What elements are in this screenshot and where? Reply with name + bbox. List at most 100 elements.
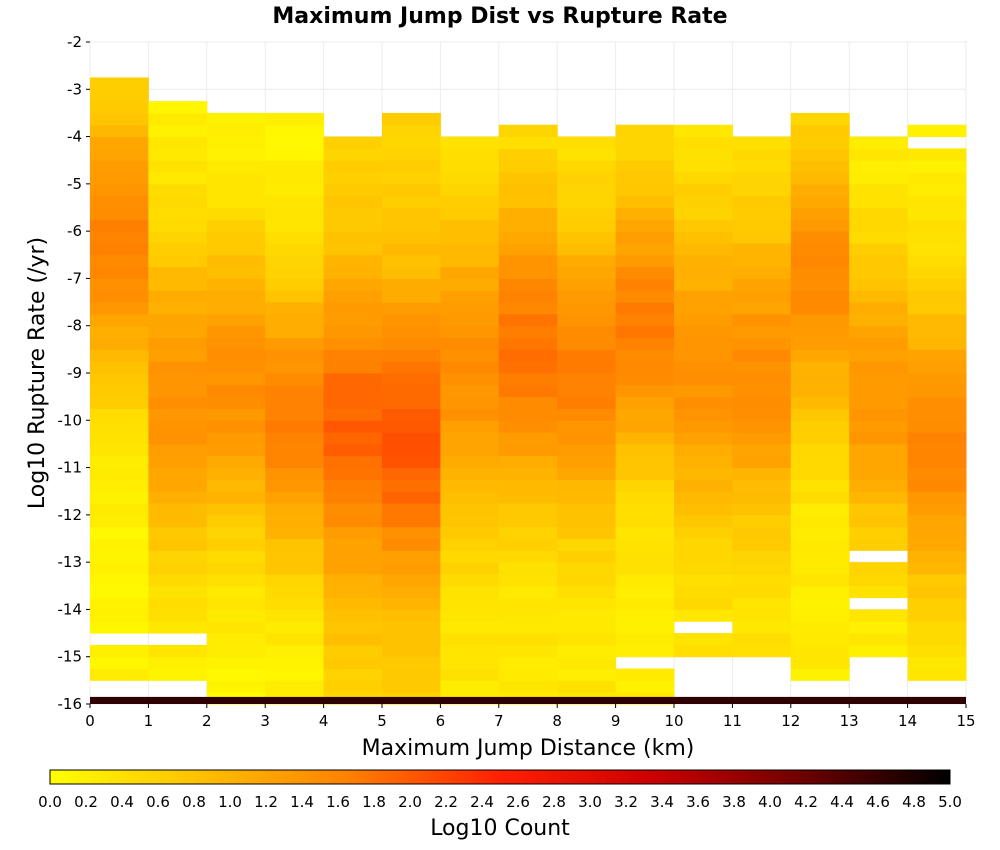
heatmap-cell — [674, 597, 733, 610]
heatmap-cell — [323, 408, 383, 421]
heatmap-cell — [206, 160, 266, 173]
heatmap-cell — [382, 396, 441, 409]
heatmap-cell — [382, 609, 441, 622]
heatmap-cell — [90, 526, 149, 539]
heatmap-cell — [790, 302, 850, 315]
heatmap-cell — [90, 325, 149, 339]
heatmap-cell — [90, 609, 149, 622]
heatmap-cell — [382, 656, 441, 670]
heatmap-cell — [849, 514, 909, 528]
heatmap-cell — [557, 361, 617, 374]
colorbar-tick-label: 1.2 — [254, 793, 278, 811]
heatmap-cell — [907, 313, 967, 327]
heatmap-cell — [732, 443, 792, 457]
heatmap-cell — [674, 491, 733, 504]
heatmap-cell — [382, 680, 441, 693]
heatmap-cell — [206, 633, 266, 646]
heatmap-cell — [907, 148, 967, 161]
heatmap-cell — [382, 550, 441, 563]
colorbar-tick-label: 2.4 — [470, 793, 494, 811]
heatmap-cell — [148, 514, 208, 528]
x-tick-label: 6 — [436, 712, 446, 730]
heatmap-cell — [148, 597, 208, 610]
heatmap-cell — [615, 325, 675, 339]
heatmap-cell — [849, 136, 909, 149]
heatmap-cell — [790, 384, 850, 398]
heatmap-cell — [265, 278, 325, 291]
heatmap-cell — [498, 514, 558, 528]
heatmap-cell — [557, 136, 617, 149]
heatmap-cell — [674, 361, 733, 374]
heatmap-cell — [440, 585, 500, 599]
heatmap-cell — [790, 231, 850, 244]
heatmap-cell — [265, 337, 325, 350]
heatmap-cell — [498, 302, 558, 315]
heatmap-cell — [148, 160, 208, 173]
heatmap-cell — [674, 160, 733, 173]
heatmap-cell — [382, 266, 441, 279]
heatmap-cell — [557, 609, 617, 622]
heatmap-cell — [498, 597, 558, 610]
heatmap-cell — [557, 278, 617, 291]
heatmap-cell — [206, 172, 266, 185]
heatmap-cell — [148, 443, 208, 457]
colorbar-tick-label: 0.8 — [182, 793, 206, 811]
heatmap-cell — [907, 420, 967, 433]
heatmap-cell — [790, 373, 850, 386]
heatmap-cell — [148, 219, 208, 232]
heatmap-cell — [907, 633, 967, 646]
heatmap-cell — [674, 207, 733, 220]
heatmap-cell — [557, 349, 617, 362]
heatmap-cell — [732, 408, 792, 421]
heatmap-cell — [323, 136, 383, 149]
heatmap-cell — [557, 455, 617, 469]
heatmap-cell — [732, 231, 792, 244]
heatmap-cell — [148, 278, 208, 291]
heatmap-cell — [382, 195, 441, 208]
heatmap-cell — [323, 432, 383, 445]
heatmap-cell — [382, 479, 441, 492]
heatmap-cell — [440, 313, 500, 327]
heatmap-cell — [90, 656, 149, 670]
heatmap-cell — [849, 621, 909, 634]
heatmap-cell — [907, 479, 967, 492]
heatmap-cell — [265, 420, 325, 433]
heatmap-cell — [323, 621, 383, 634]
heatmap-cell — [674, 443, 733, 457]
heatmap-cell — [907, 656, 967, 670]
heatmap-cell — [674, 573, 733, 587]
heatmap-cell — [790, 550, 850, 563]
heatmap-cell — [440, 219, 500, 232]
heatmap-cell — [206, 526, 266, 539]
heatmap-cell — [615, 219, 675, 232]
heatmap-cell — [382, 514, 441, 528]
heatmap-cell — [440, 183, 500, 197]
heatmap-cell — [382, 112, 441, 126]
heatmap-cell — [323, 526, 383, 539]
heatmap-cell — [440, 538, 500, 551]
heatmap-cell — [615, 313, 675, 327]
heatmap-cell — [615, 231, 675, 244]
y-tick-label: -16 — [58, 695, 83, 713]
heatmap-cell — [790, 408, 850, 421]
y-tick-label: -12 — [58, 506, 83, 524]
heatmap-cell — [674, 384, 733, 398]
heatmap-cell — [440, 207, 500, 220]
heatmap-cell — [148, 526, 208, 539]
y-tick-label: -15 — [58, 648, 83, 666]
heatmap-cell — [323, 302, 383, 315]
heatmap-cell — [790, 597, 850, 610]
y-tick-label: -6 — [67, 222, 82, 240]
heatmap-cell — [206, 538, 266, 551]
heatmap-cell — [557, 526, 617, 539]
heatmap-cell — [790, 124, 850, 138]
heatmap-cell — [90, 585, 149, 599]
heatmap-cell — [498, 443, 558, 457]
colorbar-ticks: 0.0 0.2 0.4 0.6 0.8 1.0 1.2 1.4 1.6 1.8 2.0 2.2 2.4 2… — [38, 793, 962, 811]
heatmap-cell — [148, 231, 208, 244]
heatmap-cell — [440, 231, 500, 244]
x-tick-label: 13 — [840, 712, 859, 730]
heatmap-cell — [849, 526, 909, 539]
heatmap-cell — [90, 290, 149, 303]
heatmap-cell — [849, 148, 909, 161]
